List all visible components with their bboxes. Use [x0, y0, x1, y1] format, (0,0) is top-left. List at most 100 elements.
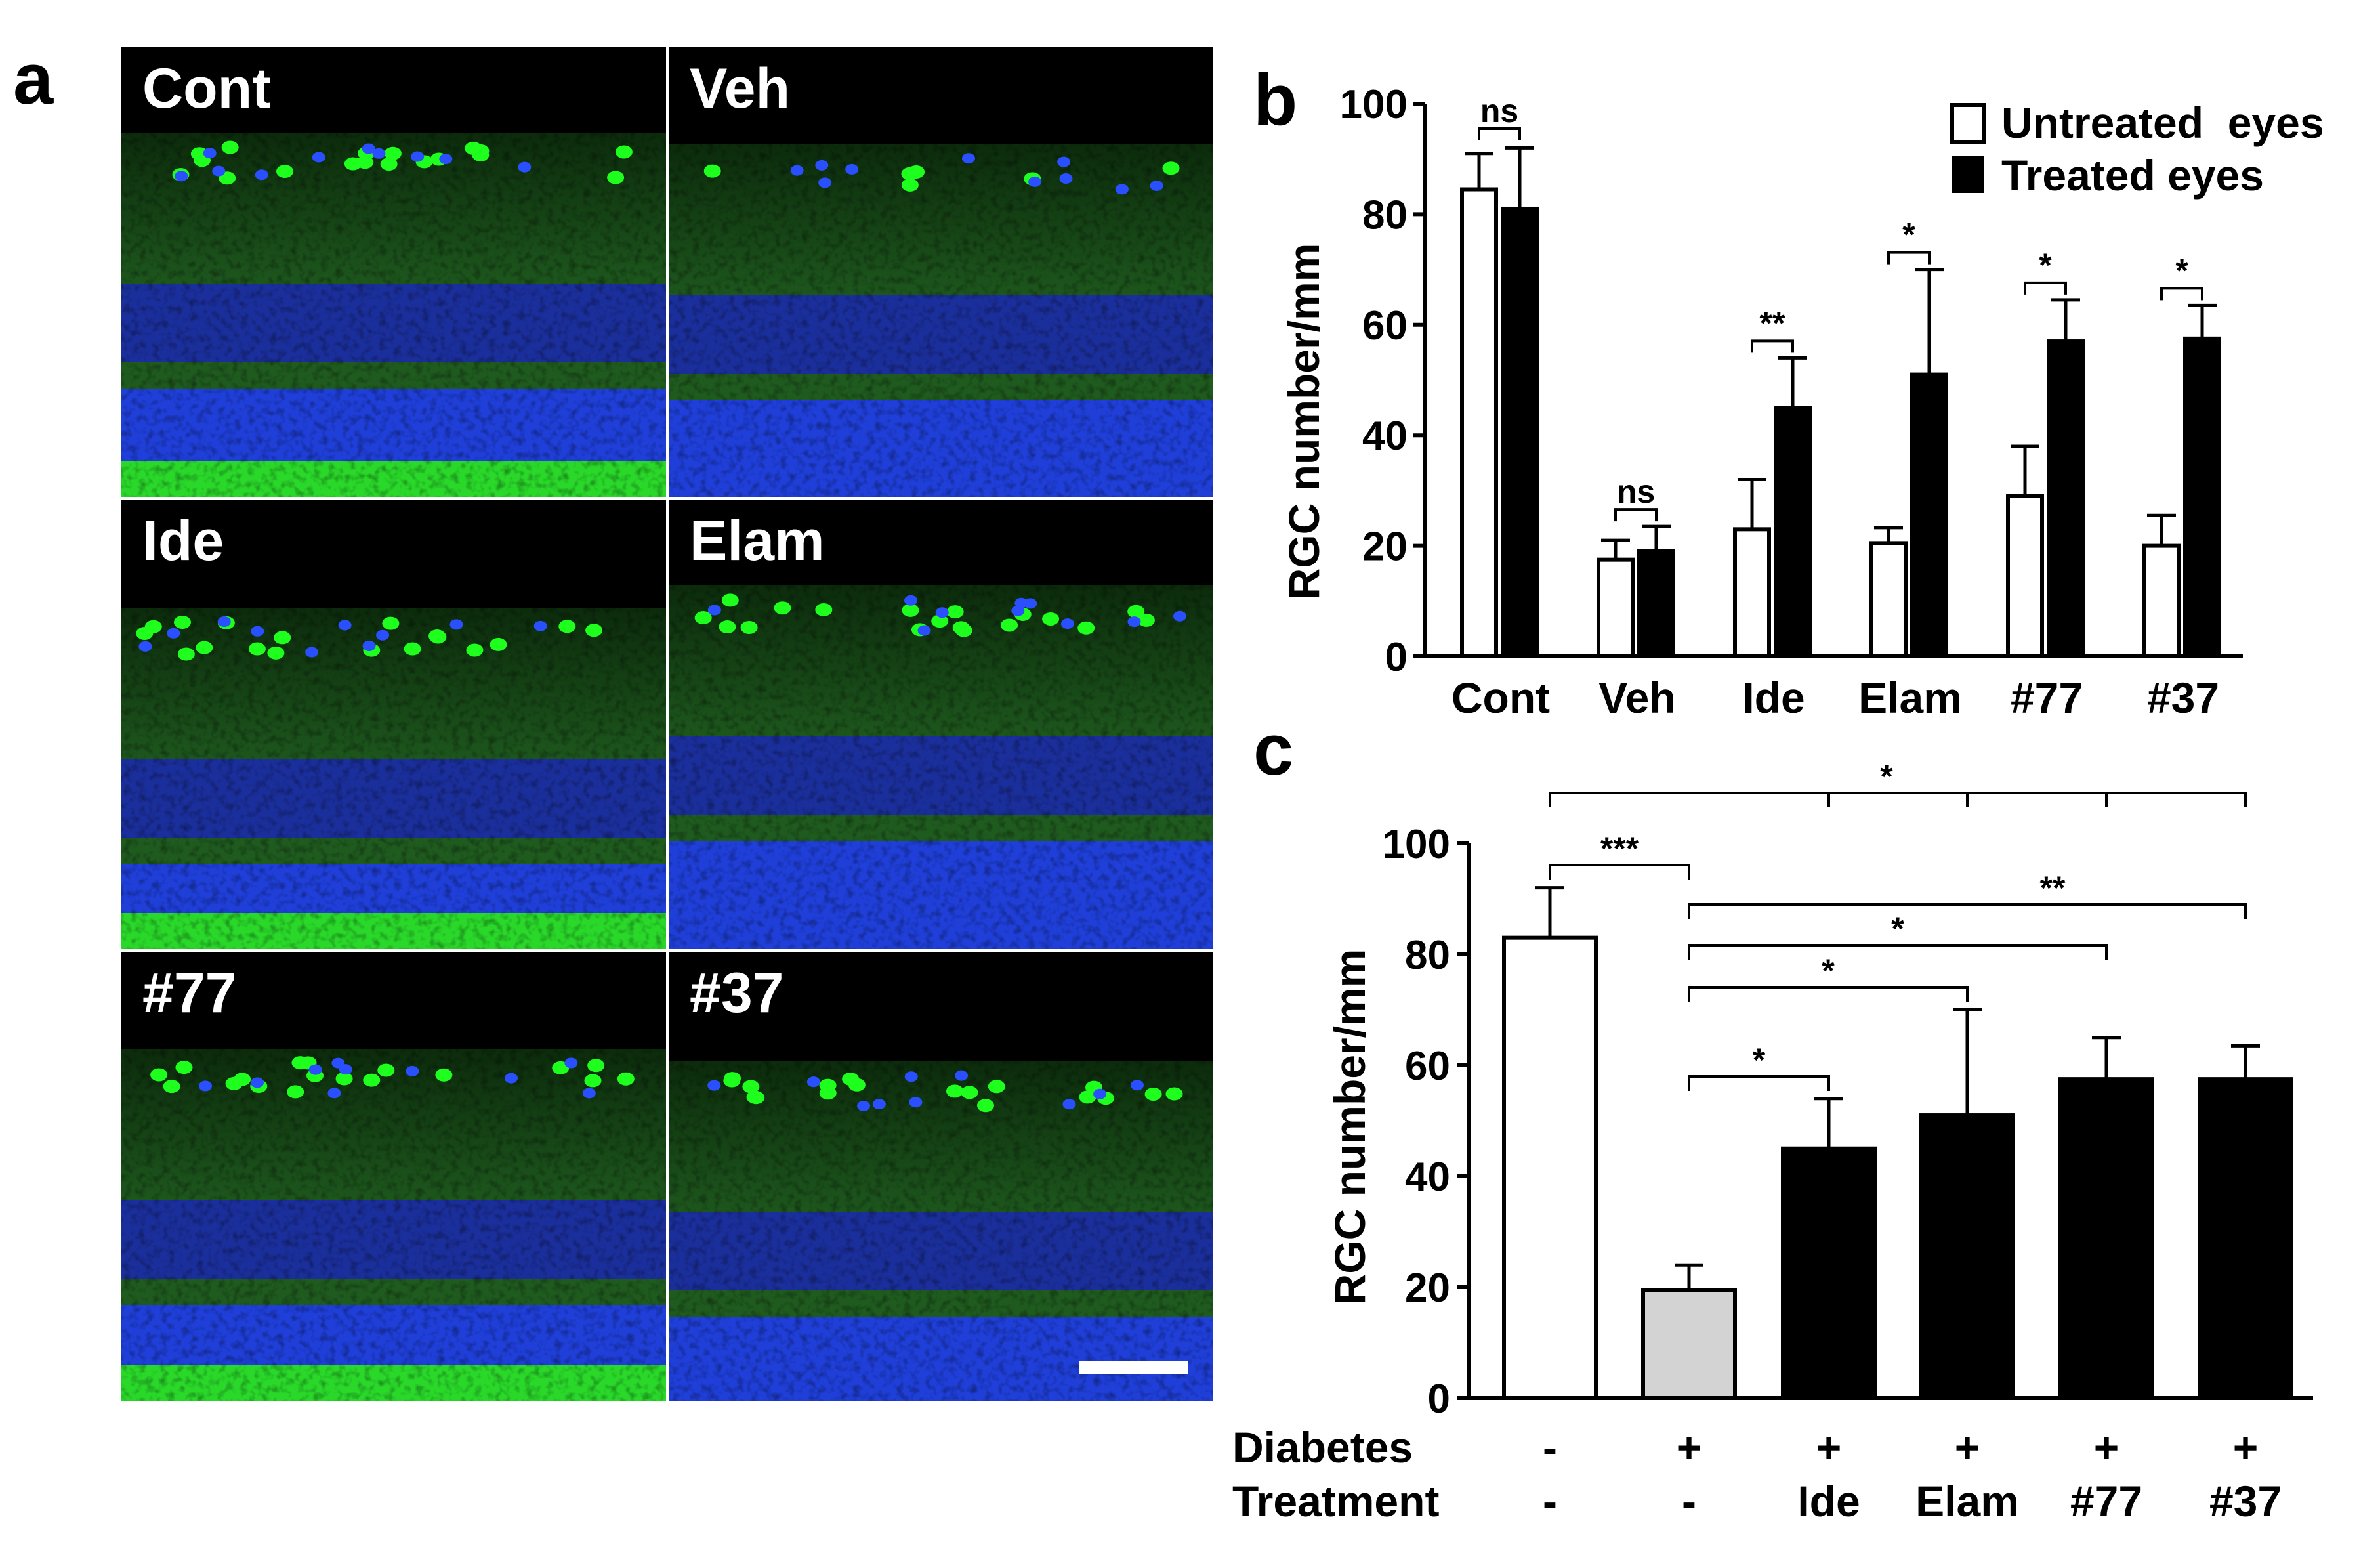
nucleus: [362, 640, 376, 651]
ganglion-cell: [976, 1099, 994, 1113]
nucleus: [1062, 1099, 1076, 1110]
significance-bracket-label: *: [2175, 252, 2188, 289]
ganglion-cell: [1162, 161, 1180, 175]
y-tick-label: 40: [1362, 414, 1408, 459]
nucleus: [251, 626, 264, 637]
comparison-bracket: [1549, 792, 2247, 807]
ganglion-cell: [335, 1072, 353, 1086]
nucleus: [362, 143, 375, 154]
ganglion-cell: [429, 630, 447, 644]
category-label: Ide: [1742, 673, 1805, 722]
significance-bracket: [1478, 127, 1521, 140]
nucleus: [818, 177, 832, 188]
ganglion-cell: [585, 624, 603, 637]
treatment-value: #37: [2209, 1477, 2282, 1525]
tissue-texture: [121, 952, 666, 1401]
ganglion-cell: [287, 1085, 304, 1099]
legend-untreated-swatch: [1950, 103, 1986, 144]
ganglion-cell: [721, 593, 739, 607]
ganglion-cell: [1077, 621, 1095, 635]
ganglion-cell: [177, 647, 195, 661]
nucleus: [904, 595, 918, 606]
nucleus: [175, 171, 188, 182]
significance-bracket-label: **: [1760, 305, 1785, 341]
ganglion-cell: [902, 603, 919, 617]
comparison-bracket: [1549, 864, 1690, 880]
ganglion-cell: [774, 601, 791, 615]
legend-untreated-label: Untreated eyes: [2001, 98, 2324, 147]
tissue-texture: [121, 47, 666, 497]
micrograph-2: Veh: [669, 47, 1213, 497]
ganglion-cell: [694, 611, 712, 625]
significance-bracket: [2160, 287, 2203, 301]
micrograph-5: #77: [121, 952, 666, 1401]
nucleus: [138, 641, 152, 652]
significance-bracket: [2024, 281, 2067, 295]
comparison-label: ***: [1600, 830, 1639, 867]
comparison-bracket: [1688, 944, 2108, 960]
ganglion-cell: [248, 642, 266, 656]
comparison-bracket: [1688, 903, 2247, 919]
ganglion-cell: [955, 624, 972, 637]
nucleus: [217, 616, 231, 628]
tissue-texture: [121, 500, 666, 949]
y-tick-label: 40: [1405, 1155, 1450, 1200]
legend-b: Untreated eyes Treated eyes: [1950, 98, 2324, 200]
ganglion-cell: [404, 642, 421, 656]
y-tick-label: 20: [1362, 524, 1408, 570]
ganglion-cell: [703, 164, 721, 178]
diabetes-value: +: [1816, 1423, 1842, 1472]
nucleus: [1115, 184, 1129, 195]
micrograph-label: Veh: [690, 57, 790, 120]
ganglion-cell: [196, 641, 213, 654]
nucleus: [1130, 1080, 1144, 1091]
micrograph-label: Elam: [690, 509, 825, 572]
ganglion-cell: [946, 1084, 964, 1098]
ganglion-cell: [472, 148, 490, 162]
micrograph-6: #37: [669, 952, 1213, 1401]
ganglion-cell: [931, 614, 949, 628]
y-tick-label: 60: [1362, 303, 1408, 349]
ganglion-cell: [435, 1068, 453, 1082]
significance-bracket: [1614, 508, 1658, 522]
ganglion-cell: [607, 171, 625, 184]
diabetes-value: -: [1543, 1423, 1557, 1472]
diabetes-value: +: [2233, 1423, 2259, 1472]
nucleus: [904, 1071, 918, 1082]
bar-5: [2058, 1077, 2154, 1400]
y-tick-label: 0: [1428, 1376, 1450, 1422]
nucleus: [449, 619, 463, 630]
nucleus: [1057, 156, 1071, 167]
nucleus: [707, 605, 721, 616]
micrograph-grid: Cont Veh Ide Elam #77 #37: [121, 47, 1213, 1401]
nucleus: [815, 160, 829, 171]
nucleus: [1093, 1088, 1107, 1099]
ganglion-cell: [615, 145, 633, 159]
ganglion-cell: [382, 616, 400, 630]
ganglion-cell: [175, 1061, 193, 1074]
bar-untreated-3: [1733, 527, 1771, 659]
bar-treated-1: [1501, 206, 1539, 659]
diabetes-value: +: [2094, 1423, 2119, 1472]
bar-untreated-5: [2006, 494, 2044, 658]
ganglion-cell: [276, 165, 294, 179]
panel-letter-b: b: [1253, 60, 1297, 140]
ganglion-cell: [466, 643, 484, 657]
ganglion-cell: [746, 1090, 764, 1104]
ganglion-cell: [584, 1074, 602, 1088]
nucleus: [806, 1076, 820, 1088]
micrograph-label: Ide: [142, 509, 224, 572]
nucleus: [376, 629, 390, 641]
nucleus: [198, 1080, 212, 1092]
ganglion-cell: [848, 1078, 866, 1092]
comparison-label: *: [1753, 1042, 1766, 1078]
bar-6: [2198, 1077, 2293, 1400]
ganglion-cell: [617, 1072, 635, 1086]
micrograph-4: Elam: [669, 500, 1213, 949]
legend-treated-swatch: [1952, 156, 1984, 193]
tissue-texture: [669, 500, 1213, 949]
nucleus: [1060, 618, 1074, 629]
nucleus: [707, 1080, 721, 1091]
nucleus: [203, 148, 217, 159]
ganglion-cell: [719, 620, 736, 634]
